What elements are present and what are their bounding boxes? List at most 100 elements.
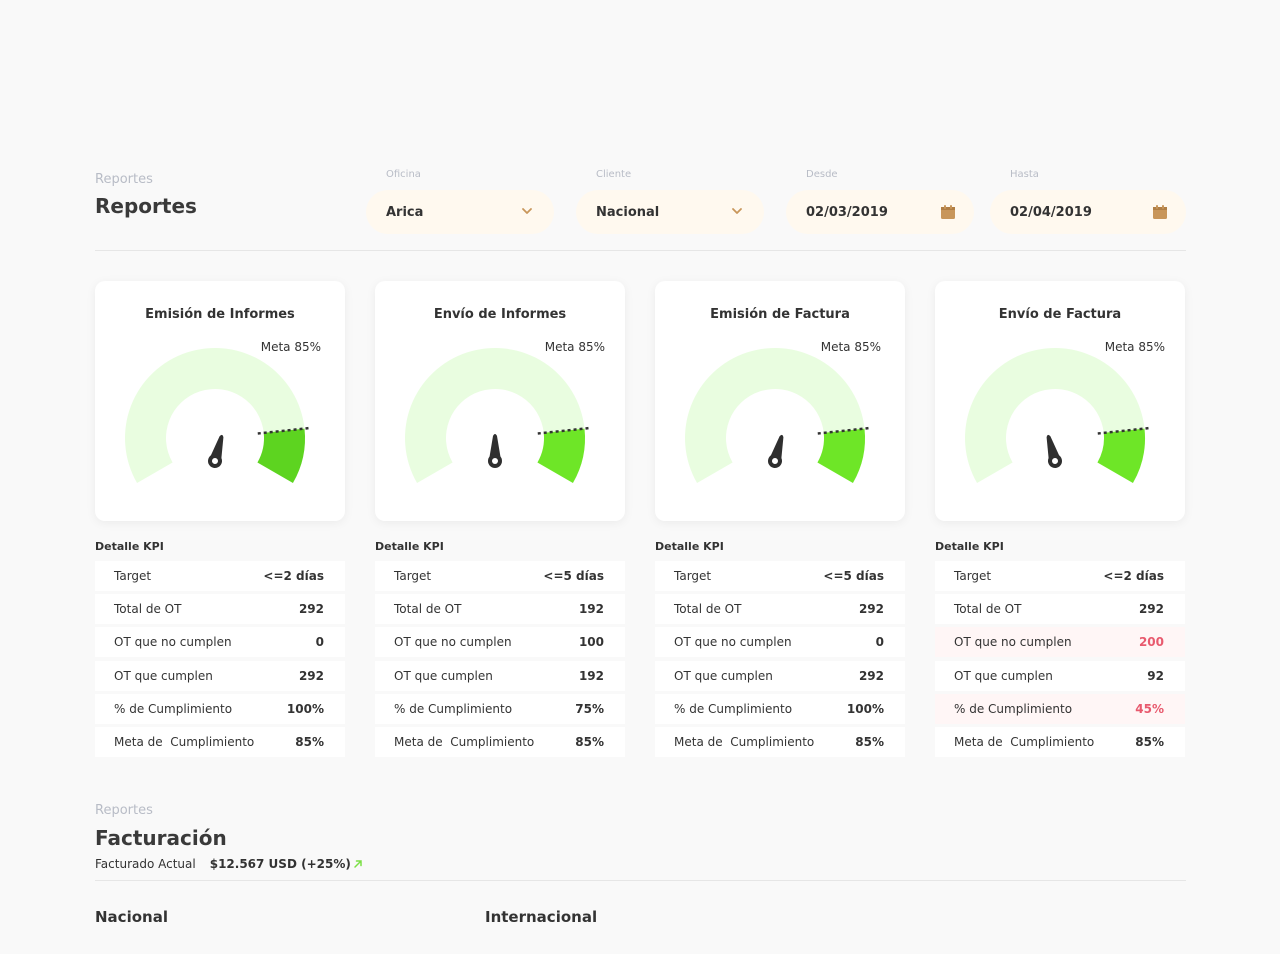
meta-label: Meta 85% (1104, 340, 1165, 354)
facturado-label: Facturado Actual (95, 857, 196, 871)
kpi-value: 92 (1147, 669, 1164, 683)
kpi-value: <=2 días (263, 569, 324, 583)
facturacion-divider (95, 880, 1186, 881)
kpi-heading: Detalle KPI (935, 540, 1004, 553)
kpi-label: % de Cumplimiento (114, 702, 233, 716)
kpi-label: OT que no cumplen (394, 635, 512, 649)
kpi-row: Meta de Cumplimiento 85% (95, 727, 345, 757)
kpi-label: Target (394, 569, 432, 583)
kpi-row: Meta de Cumplimiento 85% (375, 727, 625, 757)
kpi-label: OT que cumplen (394, 669, 493, 683)
desde-value: 02/03/2019 (806, 204, 888, 220)
kpi-row: OT que cumplen 92 (935, 661, 1185, 691)
hasta-value: 02/04/2019 (1010, 204, 1092, 220)
kpi-value: 0 (875, 635, 884, 649)
cliente-value: Nacional (596, 204, 660, 220)
gauge-needle (1046, 434, 1062, 468)
gauge-needle (208, 434, 224, 468)
meta-label: Meta 85% (544, 340, 605, 354)
gauge-title: Emisión de Informes (145, 307, 295, 322)
kpi-label: OT que cumplen (954, 669, 1053, 683)
kpi-label: OT que no cumplen (954, 635, 1072, 649)
facturado-actual: Facturado Actual $12.567 USD (+25%) (95, 857, 363, 871)
gauge-needle (488, 434, 502, 468)
kpi-value: 85% (855, 735, 884, 749)
kpi-value: <=2 días (1103, 569, 1164, 583)
kpi-row: Target <=5 días (655, 561, 905, 591)
kpi-row: % de Cumplimiento 75% (375, 694, 625, 724)
kpi-label: OT que no cumplen (674, 635, 792, 649)
chevron-down-icon (522, 208, 532, 214)
kpi-row: Meta de Cumplimiento 85% (655, 727, 905, 757)
gauge-title: Envío de Informes (433, 307, 567, 322)
kpi-row: OT que no cumplen 100 (375, 627, 625, 657)
gauge-track (125, 348, 305, 483)
kpi-value: 100% (846, 702, 884, 716)
cliente-label: Cliente (596, 169, 632, 180)
kpi-row: OT que no cumplen 0 (95, 627, 345, 657)
gauge-title: Emisión de Factura (710, 307, 850, 322)
kpi-row: % de Cumplimiento 45% (935, 694, 1185, 724)
gauge-chart (405, 348, 590, 483)
gauge-card: Envío de Informes Meta 85% (375, 281, 625, 521)
gauge-target-zone (257, 428, 305, 483)
meta-label: Meta 85% (820, 340, 881, 354)
kpi-label: Total de OT (954, 602, 1022, 616)
kpi-value: 192 (578, 602, 604, 616)
kpi-row: Target <=2 días (95, 561, 345, 591)
gauge-chart (125, 348, 310, 483)
kpi-value: 192 (578, 669, 604, 683)
desde-label: Desde (806, 169, 838, 180)
oficina-label: Oficina (386, 169, 421, 180)
page-title: Reportes (95, 194, 197, 218)
oficina-select[interactable]: Arica (366, 190, 554, 234)
kpi-value: 292 (298, 669, 324, 683)
facturacion-breadcrumb[interactable]: Reportes (95, 803, 153, 818)
kpi-row: OT que no cumplen 0 (655, 627, 905, 657)
kpi-label: Total de OT (114, 602, 182, 616)
kpi-label: OT que cumplen (674, 669, 773, 683)
kpi-row: Total de OT 292 (95, 594, 345, 624)
gauge-track (405, 348, 585, 483)
kpi-label: % de Cumplimiento (394, 702, 513, 716)
kpi-value: 45% (1135, 702, 1164, 716)
kpi-value: 100% (286, 702, 324, 716)
chevron-down-icon (732, 208, 742, 214)
gauge-needle (768, 434, 784, 468)
kpi-heading: Detalle KPI (375, 540, 444, 553)
section-internacional: Internacional (485, 908, 598, 926)
kpi-label: Total de OT (394, 602, 462, 616)
kpi-row: OT que cumplen 292 (655, 661, 905, 691)
gauge-track (685, 348, 865, 483)
kpi-label: Meta de Cumplimiento (954, 735, 1095, 749)
kpi-heading: Detalle KPI (655, 540, 724, 553)
meta-label: Meta 85% (260, 340, 321, 354)
gauge-target-zone (817, 428, 865, 483)
hasta-date-input[interactable]: 02/04/2019 (990, 190, 1186, 234)
kpi-value: <=5 días (823, 569, 884, 583)
kpi-label: OT que cumplen (114, 669, 213, 683)
kpi-label: Meta de Cumplimiento (114, 735, 255, 749)
facturacion-title: Facturación (95, 826, 227, 850)
kpi-label: Total de OT (674, 602, 742, 616)
kpi-label: Target (674, 569, 712, 583)
gauge-target-zone (537, 428, 585, 483)
calendar-icon[interactable] (1152, 204, 1168, 220)
kpi-row: Meta de Cumplimiento 85% (935, 727, 1185, 757)
kpi-label: Meta de Cumplimiento (674, 735, 815, 749)
kpi-row: Total de OT 292 (935, 594, 1185, 624)
header-divider (95, 250, 1186, 251)
kpi-value: 0 (315, 635, 324, 649)
calendar-icon[interactable] (940, 204, 956, 220)
breadcrumb[interactable]: Reportes (95, 172, 153, 187)
kpi-label: Target (114, 569, 152, 583)
desde-date-input[interactable]: 02/03/2019 (786, 190, 974, 234)
kpi-row: Total de OT 292 (655, 594, 905, 624)
kpi-row: Target <=5 días (375, 561, 625, 591)
section-nacional: Nacional (95, 908, 168, 926)
gauge-chart (685, 348, 870, 483)
kpi-label: OT que no cumplen (114, 635, 232, 649)
cliente-select[interactable]: Nacional (576, 190, 764, 234)
facturado-value: $12.567 USD (+25%) (209, 857, 351, 871)
kpi-label: % de Cumplimiento (954, 702, 1073, 716)
